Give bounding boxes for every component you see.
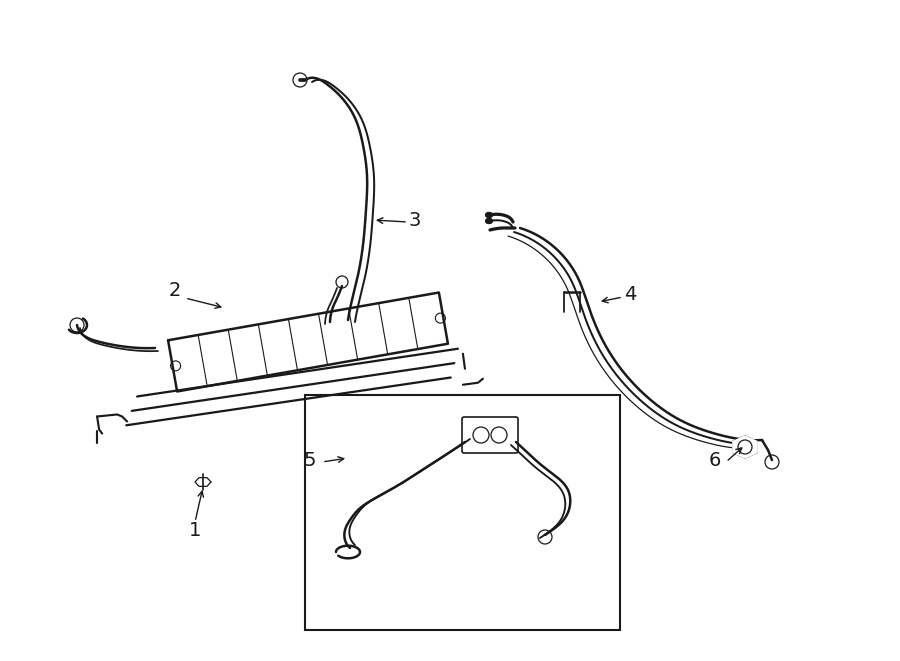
Text: 3: 3 xyxy=(409,210,421,229)
Bar xyxy=(305,395,620,630)
Text: 2: 2 xyxy=(169,280,181,299)
Polygon shape xyxy=(733,436,757,458)
Text: 6: 6 xyxy=(709,451,721,469)
Text: 4: 4 xyxy=(624,286,636,305)
Text: 1: 1 xyxy=(189,520,202,539)
Text: 5: 5 xyxy=(304,451,316,469)
